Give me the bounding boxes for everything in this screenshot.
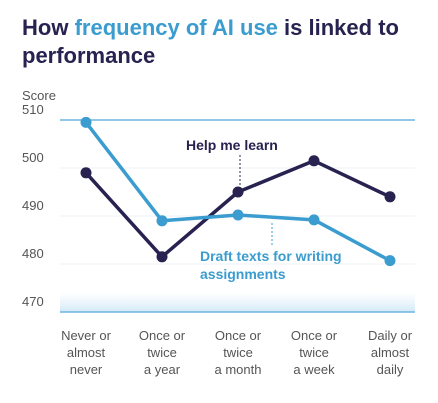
series-label: Draft texts for writing assignments <box>200 248 342 282</box>
x-tick-line: daily <box>377 362 404 377</box>
y-axis-label: Score <box>22 88 56 103</box>
x-tick-line: almost <box>67 345 106 360</box>
x-tick-label: Once or twice a month <box>215 328 262 377</box>
series-label: Help me learn <box>186 137 278 153</box>
point <box>308 155 320 167</box>
y-tick-label: 480 <box>22 246 44 261</box>
point <box>384 191 396 203</box>
point <box>308 214 320 226</box>
point <box>156 251 168 263</box>
x-tick-line: a year <box>144 362 181 377</box>
x-tick-line: never <box>70 362 103 377</box>
title-end: is linked to performance <box>22 15 399 68</box>
x-tick-label: Daily or almost daily <box>368 328 413 377</box>
x-tick-line: Daily or <box>368 328 413 343</box>
x-tick-line: Once or <box>291 328 338 343</box>
y-tick-label: 490 <box>22 198 44 213</box>
y-tick-label: 510 <box>22 102 44 117</box>
x-tick-line: Once or <box>139 328 186 343</box>
title-start: How <box>22 15 69 40</box>
y-tick-label: 500 <box>22 150 44 165</box>
x-tick-line: twice <box>223 345 253 360</box>
point <box>80 116 92 128</box>
x-tick-line: Never or <box>61 328 112 343</box>
point <box>232 209 244 221</box>
title-highlight: frequency of AI use <box>74 15 278 40</box>
x-tick-label: Never or almost never <box>61 328 112 377</box>
x-tick-label: Once or twice a year <box>139 328 186 377</box>
point <box>156 215 168 227</box>
x-tick-line: twice <box>299 345 329 360</box>
y-tick-label: 470 <box>22 294 44 309</box>
point <box>80 167 92 179</box>
x-tick-line: a week <box>293 362 335 377</box>
x-tick-line: a month <box>215 362 262 377</box>
x-tick-line: Once or <box>215 328 262 343</box>
x-tick-line: twice <box>147 345 177 360</box>
x-tick-label: Once or twice a week <box>291 328 338 377</box>
point <box>232 186 244 198</box>
baseline-band <box>60 292 415 312</box>
point <box>384 255 396 267</box>
series-line <box>84 159 391 259</box>
chart-title: How frequency of AI use is linked to per… <box>22 14 422 70</box>
x-tick-line: almost <box>371 345 410 360</box>
